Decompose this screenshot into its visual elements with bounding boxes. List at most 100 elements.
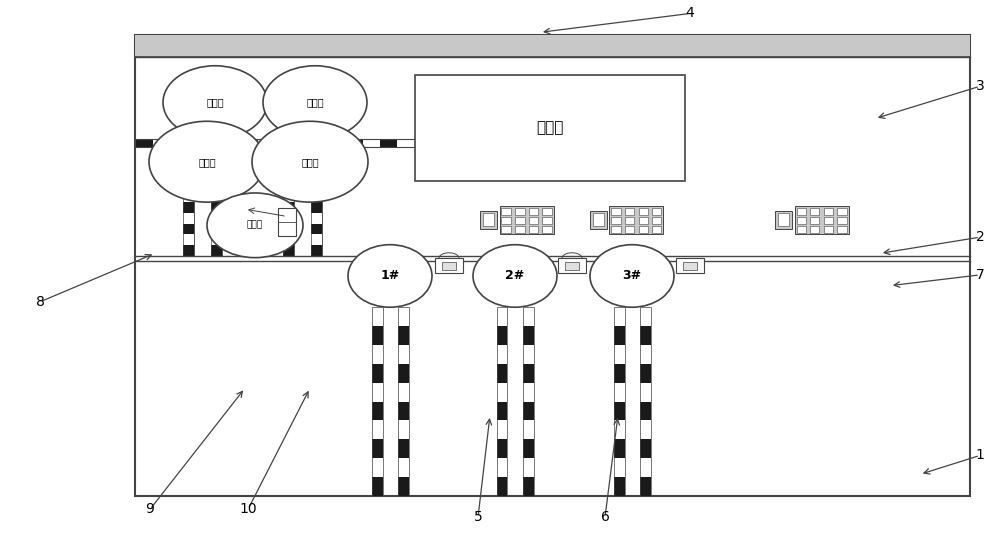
Bar bbox=[810, 208, 819, 215]
Text: 2: 2 bbox=[976, 230, 984, 244]
Bar bbox=[640, 458, 651, 477]
Bar bbox=[639, 217, 648, 224]
Bar bbox=[778, 213, 788, 226]
Bar bbox=[170, 139, 188, 147]
Bar bbox=[640, 420, 651, 439]
Text: 1#: 1# bbox=[380, 270, 400, 282]
Bar bbox=[211, 202, 222, 213]
Text: 8: 8 bbox=[36, 295, 44, 309]
Bar bbox=[283, 147, 294, 256]
Bar bbox=[640, 439, 651, 458]
Bar bbox=[593, 213, 604, 226]
Bar bbox=[398, 477, 409, 496]
Bar bbox=[652, 226, 661, 233]
Ellipse shape bbox=[473, 245, 557, 307]
Bar bbox=[824, 217, 833, 224]
Bar bbox=[135, 35, 970, 57]
Bar bbox=[590, 211, 606, 229]
Ellipse shape bbox=[263, 66, 367, 139]
Bar bbox=[211, 147, 222, 256]
Bar bbox=[837, 226, 846, 233]
Bar bbox=[496, 307, 507, 326]
Ellipse shape bbox=[348, 245, 432, 307]
Bar bbox=[542, 226, 552, 233]
Text: 7: 7 bbox=[976, 268, 984, 282]
Ellipse shape bbox=[163, 66, 267, 139]
Bar bbox=[496, 383, 507, 402]
Bar bbox=[810, 217, 819, 224]
Bar bbox=[501, 208, 511, 215]
Bar bbox=[614, 307, 624, 496]
Bar bbox=[625, 217, 634, 224]
Bar bbox=[211, 224, 222, 234]
Bar bbox=[258, 139, 275, 147]
Text: 4: 4 bbox=[686, 6, 694, 20]
Bar bbox=[640, 402, 651, 420]
Bar bbox=[211, 174, 222, 188]
Bar bbox=[310, 160, 322, 174]
Bar bbox=[182, 224, 194, 234]
Bar bbox=[211, 245, 222, 256]
Bar bbox=[283, 191, 294, 256]
Bar bbox=[796, 208, 806, 215]
Bar bbox=[496, 345, 507, 364]
Bar bbox=[496, 458, 507, 477]
Bar bbox=[372, 439, 382, 458]
Bar bbox=[639, 208, 648, 215]
Bar bbox=[483, 213, 494, 226]
Bar bbox=[683, 262, 697, 270]
Bar bbox=[824, 226, 833, 233]
Bar bbox=[398, 364, 409, 383]
Bar bbox=[283, 229, 294, 243]
Bar bbox=[310, 202, 322, 213]
Bar bbox=[283, 201, 294, 215]
Bar bbox=[611, 217, 621, 224]
Bar bbox=[182, 234, 194, 245]
Ellipse shape bbox=[590, 245, 674, 307]
Text: 铁水包: 铁水包 bbox=[198, 157, 216, 167]
Bar bbox=[310, 174, 322, 188]
Bar bbox=[135, 139, 415, 147]
Bar bbox=[523, 364, 534, 383]
Bar bbox=[182, 147, 194, 256]
Bar bbox=[515, 208, 524, 215]
Bar bbox=[501, 226, 511, 233]
Bar bbox=[837, 208, 846, 215]
Bar bbox=[442, 262, 456, 270]
Bar bbox=[523, 439, 534, 458]
Bar bbox=[278, 208, 296, 236]
Bar bbox=[837, 217, 846, 224]
Bar bbox=[515, 226, 524, 233]
Bar bbox=[211, 215, 222, 229]
Bar bbox=[398, 383, 409, 402]
Text: 10: 10 bbox=[239, 502, 257, 516]
Bar bbox=[380, 139, 398, 147]
Bar bbox=[328, 139, 345, 147]
Bar bbox=[528, 208, 538, 215]
Bar bbox=[205, 139, 223, 147]
Bar bbox=[496, 420, 507, 439]
Bar bbox=[824, 208, 833, 215]
Bar bbox=[640, 364, 651, 383]
Bar bbox=[515, 217, 524, 224]
Bar bbox=[310, 229, 322, 243]
Bar bbox=[565, 262, 579, 270]
Bar bbox=[640, 477, 651, 496]
Bar bbox=[372, 307, 382, 496]
Bar bbox=[182, 174, 194, 188]
Bar bbox=[211, 160, 222, 174]
Bar bbox=[398, 307, 409, 326]
Bar bbox=[640, 345, 651, 364]
Bar bbox=[639, 226, 648, 233]
Bar bbox=[640, 383, 651, 402]
Bar bbox=[283, 224, 294, 234]
Bar bbox=[211, 234, 222, 245]
Bar bbox=[182, 191, 194, 256]
Bar bbox=[372, 458, 382, 477]
Bar bbox=[240, 139, 258, 147]
Bar bbox=[283, 213, 294, 224]
Bar bbox=[775, 211, 792, 229]
Text: 锁水包: 锁水包 bbox=[247, 221, 263, 230]
Bar bbox=[398, 345, 409, 364]
Bar bbox=[310, 234, 322, 245]
